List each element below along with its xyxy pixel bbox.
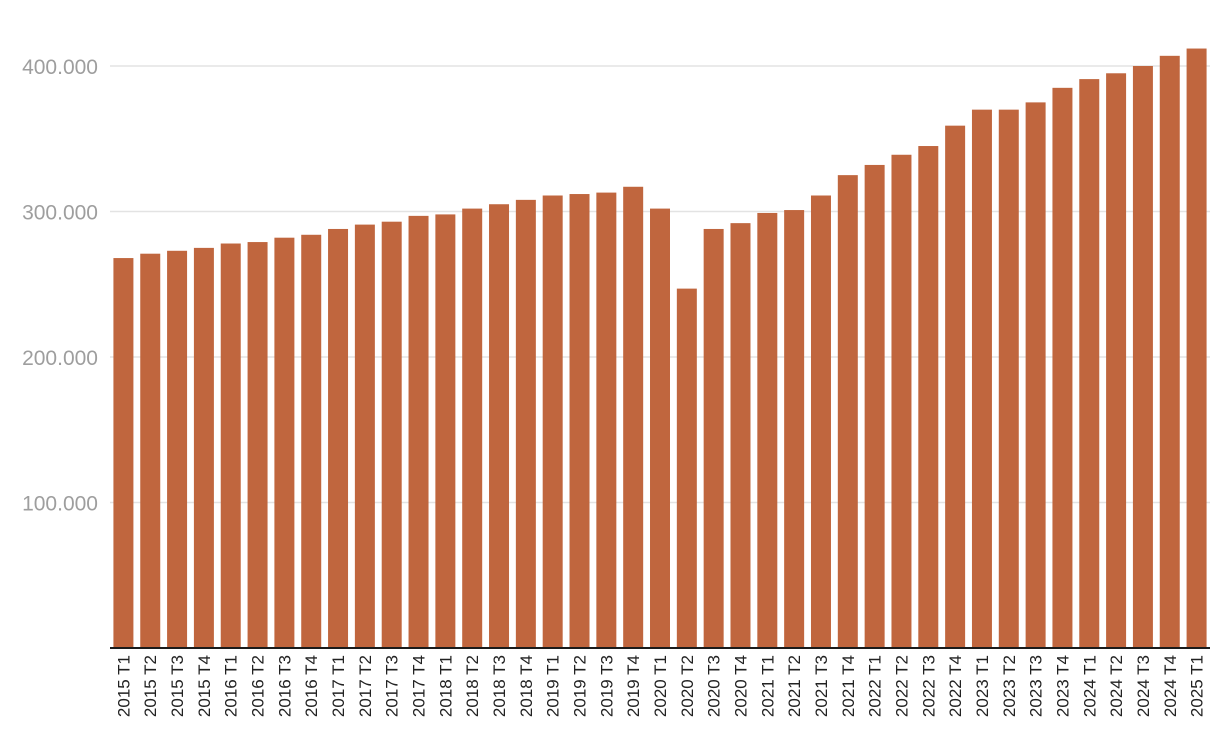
x-tick-label: 2022 T1 <box>866 655 885 717</box>
bar <box>676 288 697 648</box>
x-tick-label: 2021 T2 <box>785 655 804 717</box>
bar <box>1159 55 1180 648</box>
x-tick-label: 2022 T3 <box>919 655 938 717</box>
x-tick-label: 2019 T2 <box>571 655 590 717</box>
bar <box>864 164 885 648</box>
bar <box>462 208 483 648</box>
x-tick-label: 2020 T2 <box>678 655 697 717</box>
bar <box>596 192 617 648</box>
bar <box>945 125 966 648</box>
x-tick-label: 2017 T1 <box>329 655 348 717</box>
x-tick-label: 2021 T1 <box>758 655 777 717</box>
y-axis: 100.000 200.000 300.000 400.000 <box>22 56 98 516</box>
x-tick-label: 2021 T4 <box>839 655 858 717</box>
x-tick-label: 2017 T2 <box>356 655 375 717</box>
bar <box>1132 66 1153 648</box>
x-tick-label: 2023 T4 <box>1053 655 1072 717</box>
bars <box>113 48 1207 649</box>
bar <box>703 228 724 648</box>
x-tick-label: 2022 T2 <box>892 655 911 717</box>
bar <box>301 234 322 648</box>
bar <box>381 221 402 648</box>
bar <box>837 175 858 649</box>
bar <box>998 109 1019 648</box>
x-tick-label: 2017 T4 <box>410 655 429 717</box>
bar <box>113 258 134 648</box>
bar <box>328 228 349 648</box>
bar <box>730 223 751 648</box>
x-tick-label: 2015 T4 <box>195 655 214 717</box>
x-tick-label: 2023 T2 <box>1000 655 1019 717</box>
x-tick-label: 2023 T3 <box>1027 655 1046 717</box>
x-tick-label: 2022 T4 <box>946 655 965 717</box>
bar <box>408 215 429 648</box>
x-tick-label: 2025 T1 <box>1188 655 1207 717</box>
bar <box>810 195 831 648</box>
bar <box>1186 48 1207 649</box>
bar <box>784 210 805 649</box>
x-tick-label: 2021 T3 <box>812 655 831 717</box>
x-tick-label: 2017 T3 <box>383 655 402 717</box>
x-tick-label: 2019 T4 <box>624 655 643 717</box>
y-tick-label: 100.000 <box>22 493 98 516</box>
x-tick-label: 2018 T1 <box>436 655 455 717</box>
x-axis: 2015 T1 2015 T2 2015 T3 2015 T4 2016 T1 2016 … <box>114 655 1206 717</box>
x-tick-label: 2024 T4 <box>1161 655 1180 717</box>
bar <box>623 186 644 648</box>
x-tick-label: 2024 T2 <box>1107 655 1126 717</box>
bar <box>140 253 161 648</box>
x-tick-label: 2020 T3 <box>705 655 724 717</box>
x-tick-label: 2015 T3 <box>168 655 187 717</box>
y-tick-label: 300.000 <box>22 202 98 225</box>
bar <box>247 242 268 648</box>
x-tick-label: 2015 T1 <box>114 655 133 717</box>
bar <box>891 154 912 648</box>
bar <box>489 204 510 649</box>
bar <box>1025 102 1046 649</box>
bar <box>515 199 536 649</box>
x-tick-label: 2024 T1 <box>1080 655 1099 717</box>
bar <box>1052 87 1073 648</box>
bar <box>1079 79 1100 649</box>
bar <box>220 243 241 648</box>
bar <box>1106 73 1127 648</box>
bar <box>569 194 590 649</box>
x-tick-label: 2023 T1 <box>973 655 992 717</box>
y-tick-label: 200.000 <box>22 347 98 370</box>
bar <box>542 195 563 648</box>
x-tick-label: 2016 T1 <box>222 655 241 717</box>
x-tick-label: 2018 T2 <box>463 655 482 717</box>
x-tick-label: 2019 T3 <box>597 655 616 717</box>
x-tick-label: 2018 T4 <box>517 655 536 717</box>
bar <box>274 237 295 648</box>
x-tick-label: 2019 T1 <box>544 655 563 717</box>
bar <box>193 247 214 649</box>
bar <box>757 212 778 648</box>
x-tick-label: 2024 T3 <box>1134 655 1153 717</box>
bar <box>918 146 939 648</box>
x-tick-label: 2016 T4 <box>302 655 321 717</box>
x-tick-label: 2020 T1 <box>651 655 670 717</box>
y-tick-label: 400.000 <box>22 56 98 79</box>
bar <box>971 109 992 648</box>
bar <box>167 250 188 649</box>
bar <box>650 208 670 648</box>
bar <box>354 224 375 648</box>
bar <box>435 214 456 648</box>
x-tick-label: 2016 T3 <box>275 655 294 717</box>
x-tick-label: 2020 T4 <box>731 655 750 717</box>
x-tick-label: 2018 T3 <box>490 655 509 717</box>
x-tick-label: 2016 T2 <box>249 655 268 717</box>
x-tick-label: 2015 T2 <box>141 655 160 717</box>
